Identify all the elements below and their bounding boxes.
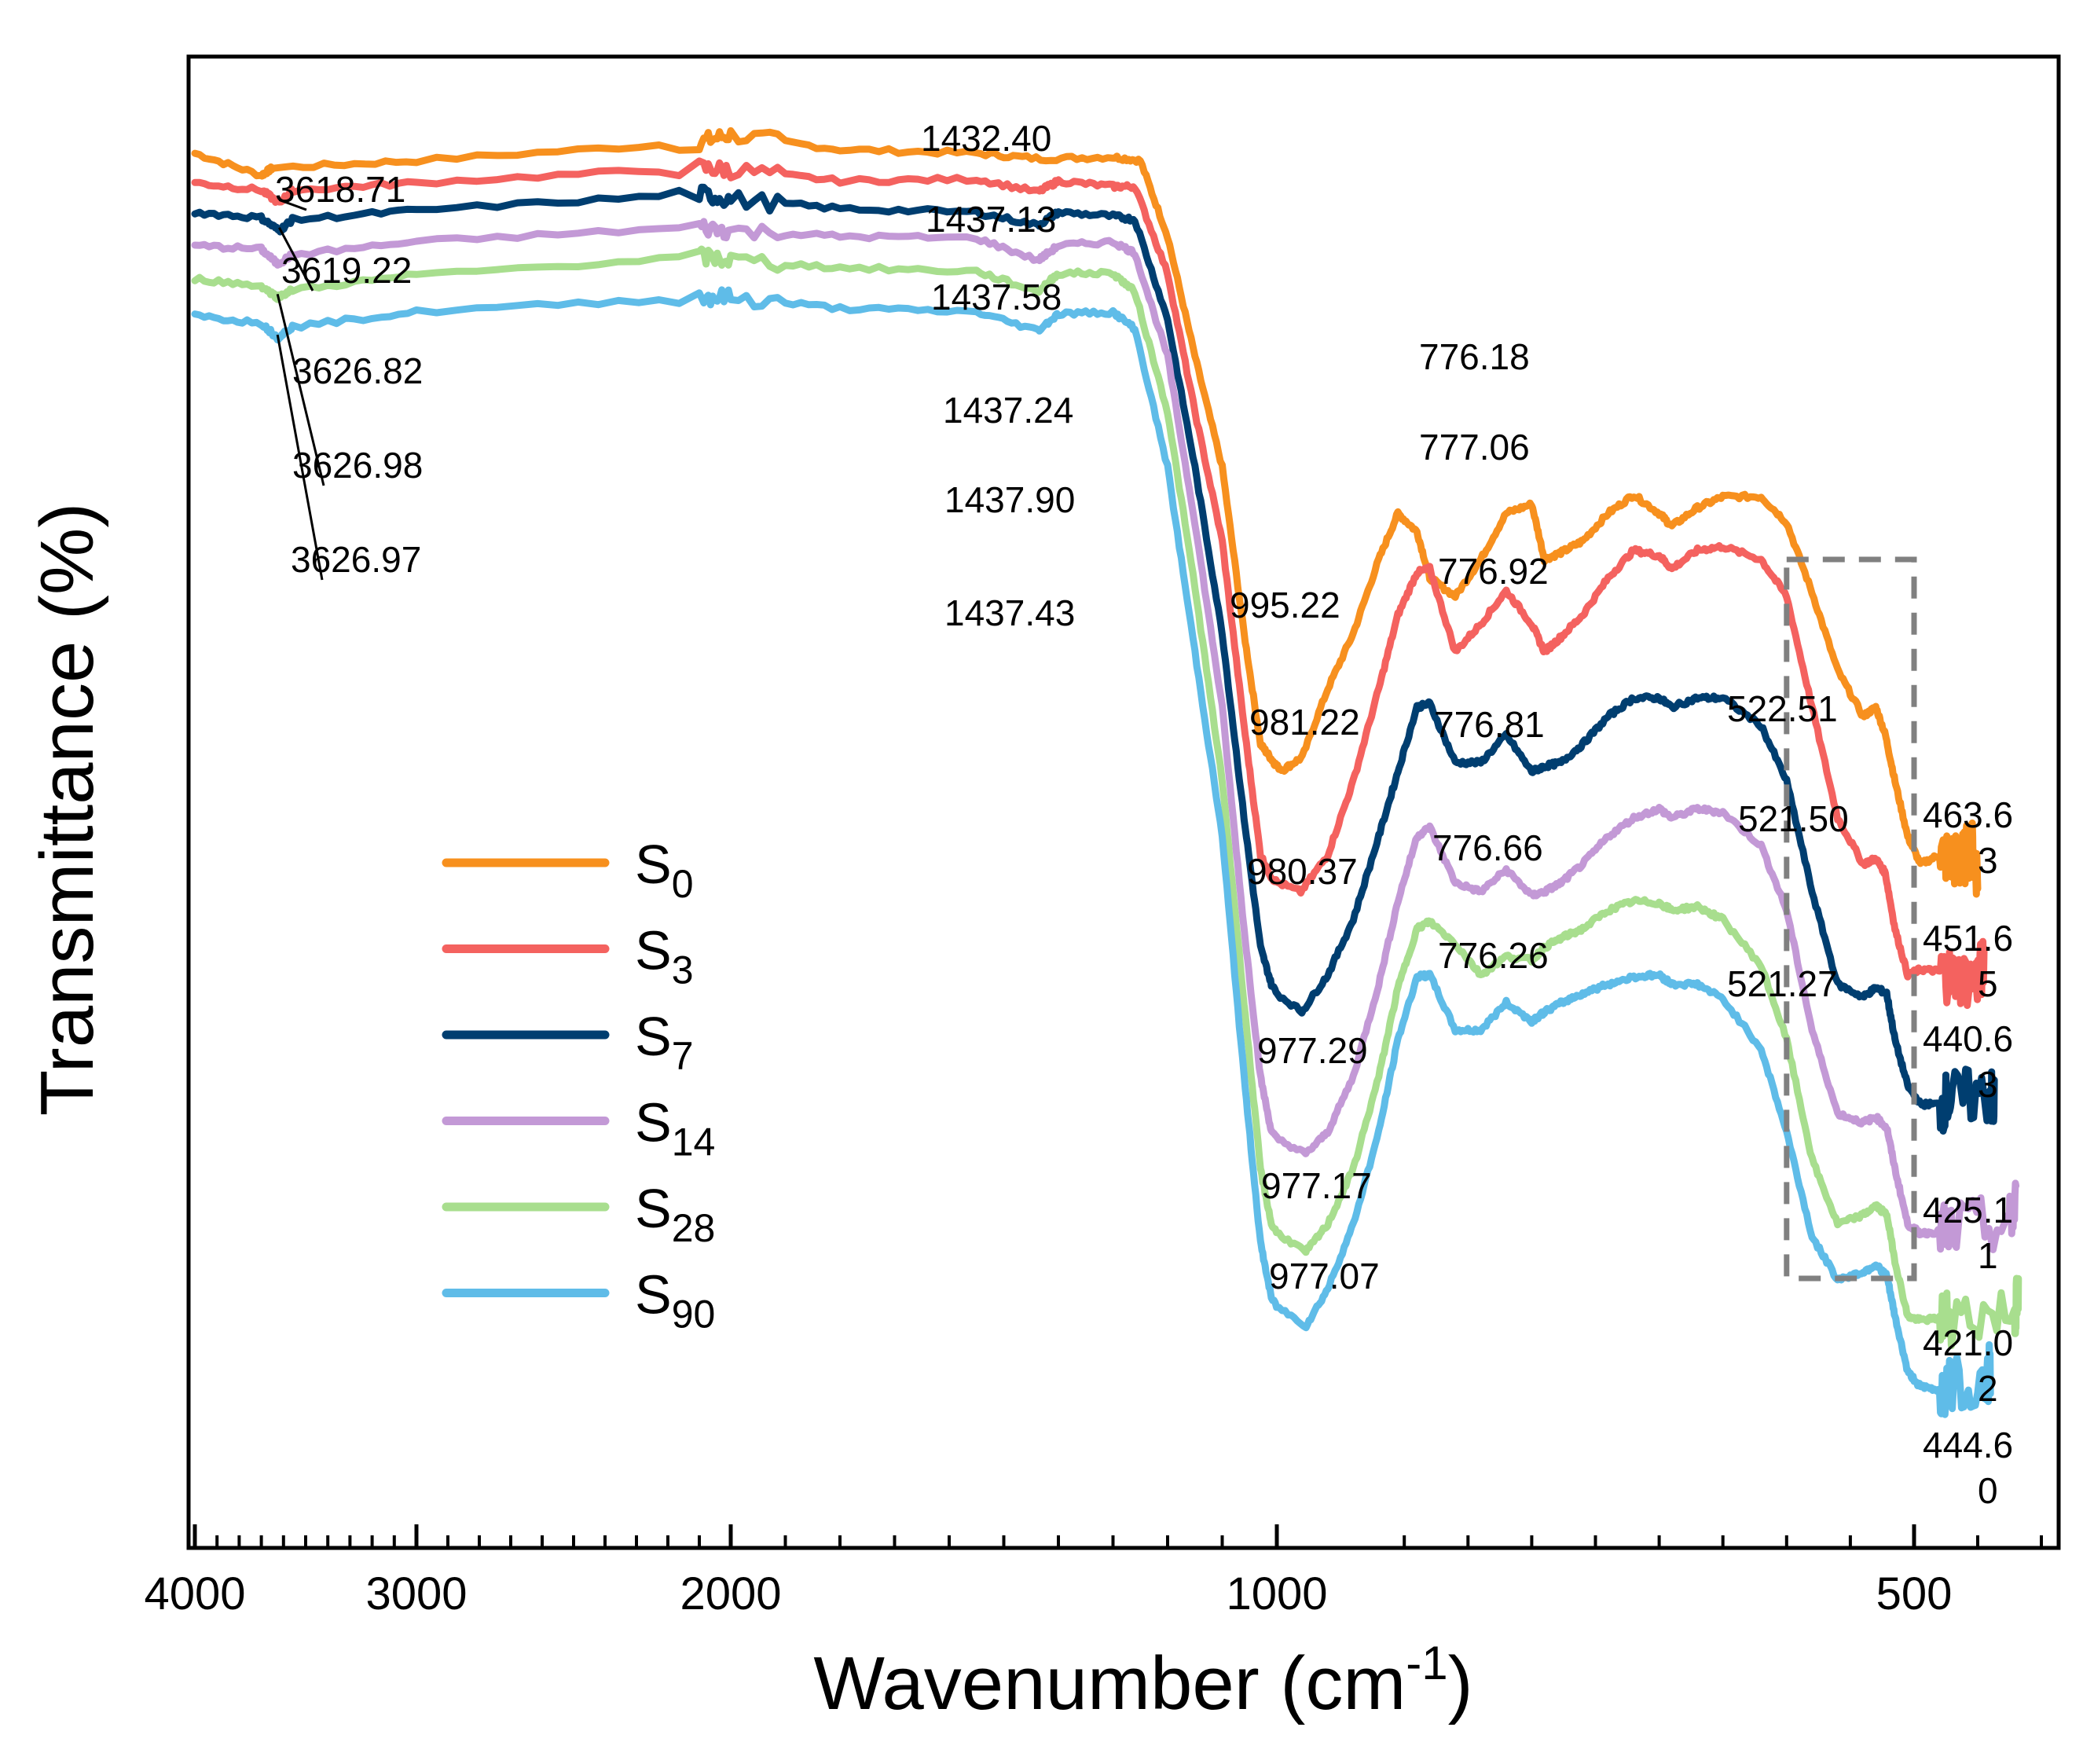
x-axis-title: Wavenumber (cm-1) [813,1637,1472,1725]
x-tick-label: 3000 [365,1568,467,1619]
peak-label: 3626.97 [291,539,421,580]
peak-label: 522.51 [1727,688,1838,729]
peak-label: 421.0 [1923,1322,2013,1363]
peak-label: 3618.71 [275,169,405,210]
legend: S0 S3 S7 S14 S28 S90 [442,834,715,1337]
leader-line [276,293,325,486]
x-axis-title-sup: -1 [1406,1637,1447,1689]
annotation-layer: 1432.403618.711437.133619.221437.583626.… [275,118,2013,1511]
series-line-s7 [191,183,1998,1135]
leader-line [276,334,324,581]
peak-label: 3626.82 [292,350,423,391]
peak-label: 1432.40 [921,118,1051,159]
peak-label: 980.37 [1247,851,1358,892]
series-line-s14 [191,218,2020,1253]
leader-line [279,199,307,211]
peak-label-cont: 0 [1978,1470,1998,1511]
leader-line [278,226,314,292]
series-line-s3 [191,157,1988,1010]
peak-label: 977.17 [1261,1165,1372,1206]
series-layer [191,127,2022,1418]
legend-subscript: 28 [672,1206,716,1250]
peak-label: 777.06 [1419,427,1530,468]
highlight-box [1784,556,1917,1282]
series-line-s90 [191,286,1994,1418]
series-line-s28 [191,245,2022,1349]
peak-label: 1437.90 [944,479,1075,520]
peak-label-cont: 3 [1978,840,1998,881]
peak-label: 3626.98 [292,445,423,486]
peak-label: 1437.58 [931,277,1062,317]
peak-label: 444.6 [1923,1425,2013,1465]
peak-label: 776.92 [1438,551,1549,592]
x-tick-label: 2000 [680,1568,781,1619]
legend-label-s14: S14 [635,1092,715,1164]
peak-label: 776.18 [1419,336,1530,377]
legend-label-s3: S3 [635,920,694,992]
peak-label: 521.27 [1727,963,1838,1004]
x-tick-label: 1000 [1226,1568,1327,1619]
peak-label: 1437.24 [943,390,1073,431]
x-tick-label: 500 [1876,1568,1953,1619]
peak-label-cont: 3 [1978,1064,1998,1105]
plot-frame [186,54,2061,1550]
peak-label: 977.07 [1269,1256,1380,1296]
peak-label: 440.6 [1923,1018,2013,1059]
peak-label: 521.50 [1738,798,1849,839]
peak-label: 776.26 [1438,935,1549,976]
highlight-box-layer [1784,556,1917,1282]
legend-label-s90: S90 [635,1264,715,1337]
peak-label: 981.22 [1249,702,1360,743]
legend-subscript: 7 [672,1034,694,1078]
legend-label-s28: S28 [635,1178,715,1250]
peak-label: 463.6 [1923,794,2013,835]
peak-label: 425.1 [1923,1190,2013,1230]
legend-subscript: 3 [672,948,694,992]
peak-label-cont: 5 [1978,963,1998,1004]
legend-label-s7: S7 [635,1006,694,1078]
peak-label: 1437.43 [944,592,1075,633]
legend-subscript: 90 [672,1293,716,1337]
peak-label: 977.29 [1257,1030,1368,1071]
legend-subscript: 0 [672,862,694,906]
peak-label: 995.22 [1230,585,1340,625]
x-axis-title-end: ) [1448,1641,1473,1725]
x-tick-label: 4000 [144,1568,245,1619]
x-axis-title-main: Wavenumber (cm [813,1641,1406,1725]
legend-subscript: 14 [672,1120,716,1164]
peak-label-cont: 1 [1978,1235,1998,1276]
peak-label: 776.66 [1432,827,1543,868]
peak-label-cont: 2 [1978,1368,1998,1409]
series-line-s0 [191,127,1982,898]
peak-label: 776.81 [1434,704,1545,745]
axes-layer: 4000 3000 2000 1000 500 [144,54,2061,1619]
y-axis-title: Transmittance (%) [25,503,109,1117]
legend-label-s0: S0 [635,834,694,906]
peak-label: 451.6 [1923,918,2013,959]
peak-label: 1437.13 [926,199,1056,240]
